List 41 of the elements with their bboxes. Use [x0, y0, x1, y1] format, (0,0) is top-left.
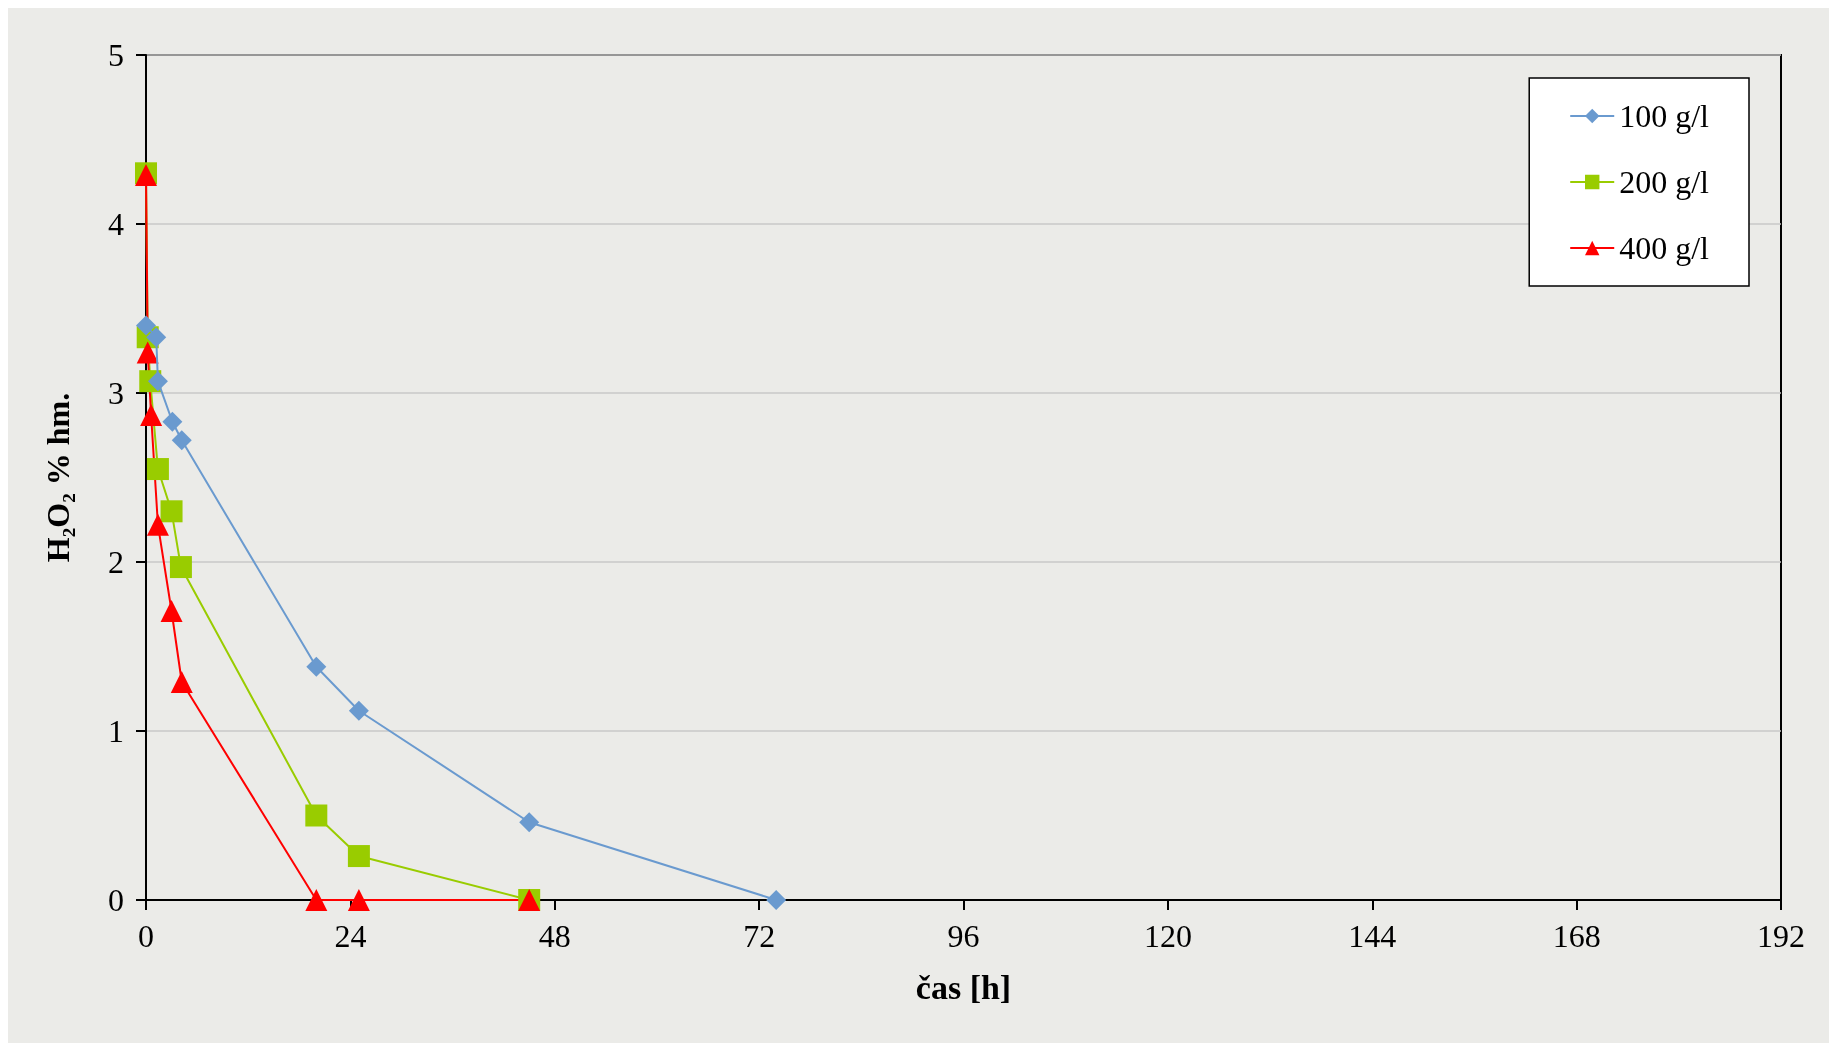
point: [171, 430, 192, 451]
x-tick-label: 48: [538, 918, 571, 954]
point: [140, 403, 163, 426]
x-tick-label: 72: [743, 918, 776, 954]
point: [146, 458, 169, 481]
x-tick-label: 0: [138, 918, 154, 954]
x-tick-label: 144: [1348, 918, 1397, 954]
point: [306, 656, 327, 677]
point: [305, 804, 328, 827]
point: [305, 889, 328, 911]
y-tick-label: 4: [108, 206, 124, 242]
point: [146, 513, 169, 536]
y-axis-title: H₂O₂ % hm.: [40, 392, 76, 563]
x-tick-label: 24: [334, 918, 367, 954]
point: [160, 500, 183, 523]
point: [170, 670, 193, 693]
x-tick-label: 192: [1757, 918, 1805, 954]
point: [160, 600, 183, 623]
point: [169, 556, 192, 579]
point: [162, 411, 183, 432]
y-tick-label: 3: [108, 375, 124, 411]
x-axis-title: čas [h]: [915, 968, 1012, 1006]
point: [347, 845, 370, 868]
legend-label: 200 g/l: [1619, 164, 1710, 200]
point: [136, 341, 159, 364]
point: [136, 315, 156, 336]
point: [348, 700, 369, 721]
point: [147, 371, 168, 392]
y-tick-label: 0: [108, 882, 124, 918]
legend-label: 100 g/l: [1619, 98, 1710, 134]
x-tick-label: 96: [947, 918, 980, 954]
point: [347, 889, 370, 911]
y-tick-label: 5: [108, 37, 124, 73]
x-tick-label: 168: [1552, 918, 1601, 954]
point: [519, 812, 540, 833]
point: [766, 890, 787, 910]
legend-label: 400 g/l: [1619, 230, 1710, 266]
y-tick-label: 2: [108, 544, 124, 580]
x-tick-label: 120: [1143, 918, 1192, 954]
point: [146, 327, 167, 348]
y-tick-label: 1: [108, 713, 124, 749]
